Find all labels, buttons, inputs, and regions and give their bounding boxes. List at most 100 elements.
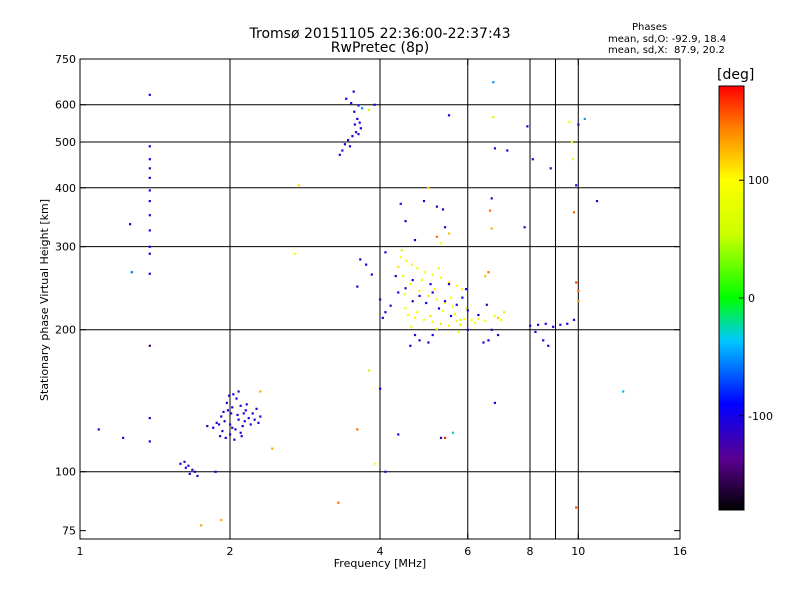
x-tick-label: 10 — [571, 545, 585, 558]
echo-point — [423, 271, 426, 274]
echo-point — [437, 267, 441, 270]
echo-point — [435, 205, 438, 208]
colorbar-tick-label: 100 — [748, 174, 769, 187]
echo-point — [484, 319, 487, 322]
echo-point — [435, 327, 438, 330]
colorbar-tick-label: -100 — [748, 410, 773, 423]
x-axis-label: Frequency [MHz] — [334, 557, 426, 570]
echo-point — [359, 258, 362, 261]
y-tick-label: 300 — [55, 241, 76, 254]
echo-point — [413, 238, 417, 242]
echo-point — [373, 462, 376, 465]
echo-point — [490, 227, 493, 230]
echo-point — [577, 289, 580, 292]
echo-point — [259, 390, 262, 393]
x-tick-label: 1 — [77, 545, 84, 558]
colorbar-label: [deg] — [717, 67, 755, 83]
echo-point — [184, 466, 187, 469]
echo-point — [221, 429, 224, 433]
echo-point — [244, 409, 247, 412]
echo-point — [233, 438, 236, 441]
echo-point — [418, 289, 421, 292]
echo-point — [259, 415, 262, 418]
echo-point — [447, 283, 451, 286]
echo-point — [577, 123, 580, 126]
echo-point — [411, 278, 414, 282]
echo-point — [531, 158, 534, 161]
echo-point — [409, 344, 412, 347]
echo-point — [297, 184, 301, 187]
echo-point — [403, 293, 406, 296]
echo-point — [400, 249, 403, 252]
echo-point — [566, 322, 569, 325]
echo-point — [455, 303, 458, 306]
echo-point — [247, 416, 250, 420]
echo-point — [503, 311, 506, 314]
echo-point — [473, 321, 477, 324]
echo-point — [404, 307, 407, 310]
echo-point — [622, 390, 625, 393]
echo-point — [552, 325, 555, 328]
echo-point — [360, 107, 364, 110]
echo-point — [477, 313, 480, 317]
echo-point — [222, 410, 225, 413]
y-tick-label: 100 — [55, 466, 76, 479]
echo-point — [443, 300, 447, 303]
echo-point — [437, 307, 441, 310]
echo-point — [179, 462, 182, 465]
echo-point — [384, 311, 387, 314]
echo-point — [148, 416, 151, 420]
echo-point — [232, 393, 235, 396]
echo-point — [381, 316, 384, 319]
echo-point — [229, 433, 232, 436]
echo-point — [346, 139, 350, 142]
echo-point — [411, 300, 414, 303]
echo-point — [410, 263, 413, 266]
echo-point — [193, 470, 197, 473]
colorbar-tick-label: 0 — [748, 292, 755, 305]
echo-point — [225, 401, 228, 404]
y-tick-label: 750 — [55, 53, 76, 66]
echo-point — [253, 418, 256, 421]
echo-point — [348, 145, 352, 148]
echo-point — [187, 464, 190, 467]
echo-point — [397, 291, 400, 294]
echo-point — [148, 440, 151, 443]
echo-point — [489, 209, 492, 212]
echo-point — [595, 199, 599, 203]
echo-point — [461, 288, 464, 291]
echo-point — [215, 421, 218, 424]
echo-point — [249, 423, 252, 426]
echo-point — [443, 436, 447, 440]
echo-point — [583, 117, 586, 121]
y-tick-label: 600 — [55, 99, 76, 112]
echo-point — [239, 431, 242, 434]
echo-point — [492, 81, 495, 84]
echo-point — [365, 263, 368, 266]
echo-point — [217, 423, 221, 426]
echo-point — [485, 303, 488, 306]
echo-point — [212, 426, 215, 429]
echo-point — [239, 404, 242, 407]
echo-point — [466, 309, 469, 312]
echo-point — [148, 176, 151, 179]
echo-point — [352, 90, 355, 93]
echo-point — [410, 325, 413, 328]
echo-point — [397, 433, 400, 436]
echo-point — [464, 307, 468, 310]
echo-point — [404, 220, 407, 223]
echo-point — [389, 304, 392, 307]
echo-point — [418, 294, 421, 298]
echo-point — [413, 316, 417, 319]
grid-lines — [80, 59, 680, 539]
echo-point — [427, 186, 430, 189]
echo-point — [451, 431, 455, 434]
echo-point — [439, 322, 443, 325]
x-tick-label: 8 — [527, 545, 534, 558]
echo-point — [418, 339, 421, 342]
echo-point — [439, 276, 443, 279]
echo-point — [219, 435, 222, 438]
echo-point — [337, 501, 340, 504]
